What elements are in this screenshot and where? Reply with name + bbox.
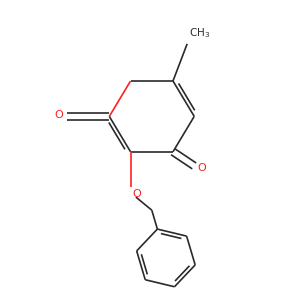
Text: CH$_3$: CH$_3$ [189, 26, 210, 40]
Text: O: O [198, 163, 206, 173]
Text: O: O [132, 189, 141, 199]
Text: O: O [55, 110, 63, 120]
